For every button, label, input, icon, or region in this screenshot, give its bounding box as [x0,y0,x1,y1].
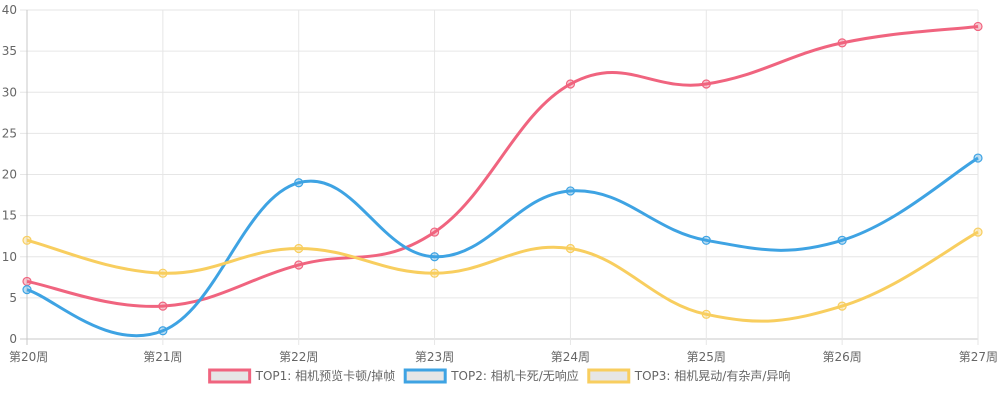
data-point[interactable] [973,153,983,163]
legend-label: TOP1: 相机预览卡顿/掉帧 [255,368,396,383]
data-point[interactable] [837,38,847,48]
legend-item-1[interactable]: TOP1: 相机预览卡顿/掉帧 [208,368,396,384]
series-1 [22,21,983,311]
x-tick-label: 第27周 [959,350,998,364]
grid [20,9,979,345]
x-tick-label: 第22周 [279,350,318,364]
y-tick-label: 0 [9,332,17,346]
x-tick-label: 第25周 [687,350,726,364]
x-tick-label: 第20周 [9,350,48,364]
y-tick-label: 40 [2,3,17,17]
data-point[interactable] [837,235,847,245]
y-tick-label: 35 [2,44,17,58]
data-point[interactable] [158,268,168,278]
y-tick-label: 30 [2,85,17,99]
series-line [26,230,979,323]
legend-label: TOP3: 相机晃动/有杂声/异响 [634,368,791,383]
series-2 [22,153,983,338]
data-point[interactable] [701,309,711,319]
legend-item-2[interactable]: TOP2: 相机卡死/无响应 [403,368,579,384]
series-line [26,24,979,308]
data-point[interactable] [565,186,576,196]
y-tick-label: 5 [9,291,17,305]
y-tick-label: 10 [2,250,17,264]
data-point[interactable] [158,301,168,311]
y-tick-label: 25 [2,126,17,140]
axes: 0 5 10 15 20 25 30 35 40 第20周 第21周 第22周 第23周 第24周 第25周… [2,3,998,364]
data-point[interactable] [158,326,168,336]
data-point[interactable] [973,21,983,32]
data-point[interactable] [22,276,32,287]
legend-swatch [587,368,631,384]
data-point[interactable] [22,235,32,245]
series-line [26,156,979,338]
data-point[interactable] [565,243,576,254]
data-point[interactable] [429,227,440,237]
x-tick-label: 第26周 [823,350,862,364]
data-point[interactable] [294,243,304,254]
series-3 [22,227,983,323]
legend[interactable]: TOP1: 相机预览卡顿/掉帧 TOP2: 相机卡死/无响应 TOP3: 相机晃动/… [208,368,791,384]
data-point[interactable] [701,235,711,245]
data-point[interactable] [294,178,304,188]
legend-label: TOP2: 相机卡死/无响应 [450,368,579,383]
data-point[interactable] [294,260,304,270]
legend-swatch [208,368,252,384]
series-group [22,21,983,338]
y-tick-label: 15 [2,209,17,223]
data-point[interactable] [837,301,847,311]
data-point[interactable] [701,79,711,89]
data-point[interactable] [429,268,440,278]
legend-item-3[interactable]: TOP3: 相机晃动/有杂声/异响 [587,368,791,384]
data-point[interactable] [973,227,983,237]
y-tick-label: 20 [2,168,17,182]
data-point[interactable] [565,79,576,89]
x-tick-label: 第23周 [415,350,454,364]
x-tick-label: 第24周 [551,350,590,364]
legend-swatch [403,368,447,384]
data-point[interactable] [429,252,440,262]
x-tick-label: 第21周 [143,350,182,364]
data-point[interactable] [22,285,32,295]
